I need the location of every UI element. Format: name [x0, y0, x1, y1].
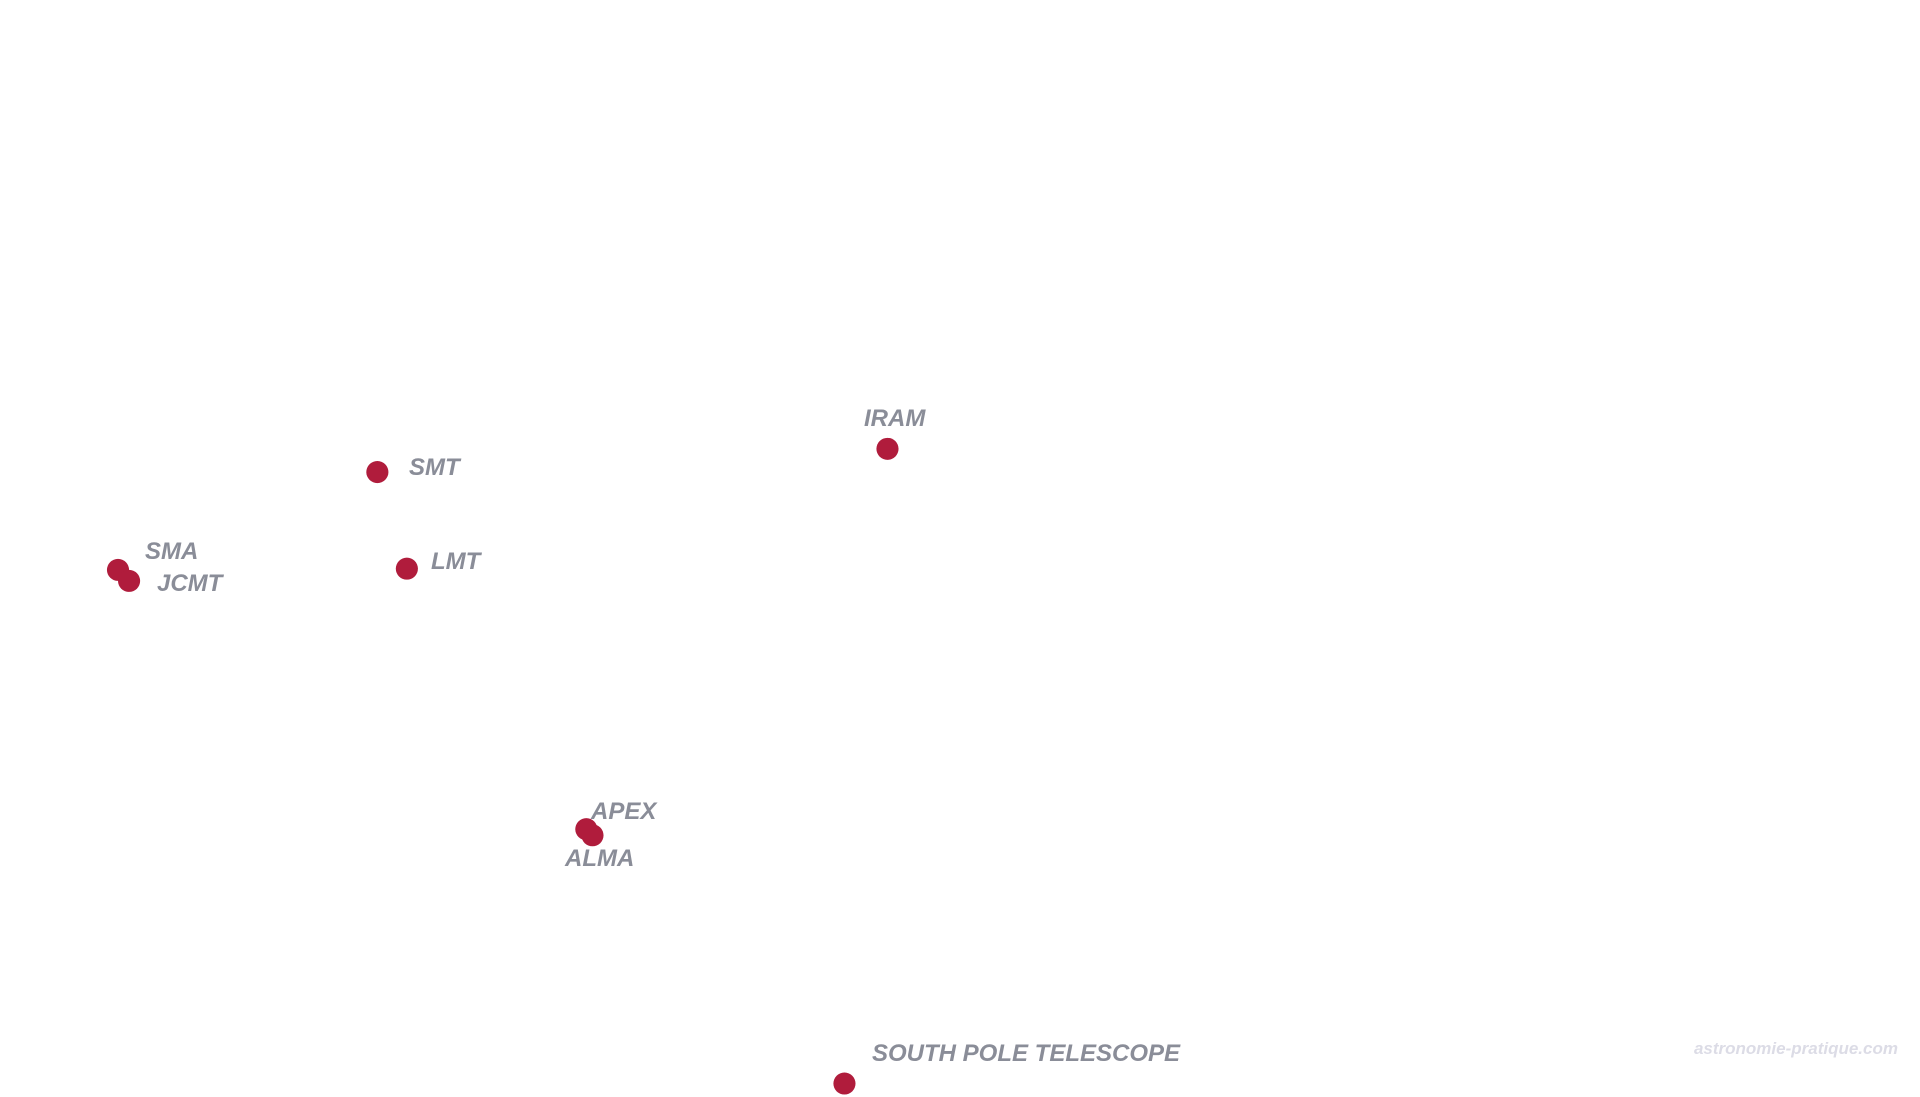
- label-lmt: LMT: [431, 548, 481, 575]
- label-jcmt: JCMT: [157, 570, 223, 597]
- marker-jcmt[interactable]: [118, 569, 141, 592]
- label-alma: ALMA: [565, 845, 635, 872]
- label-sma: SMA: [145, 538, 199, 565]
- marker-smt[interactable]: [366, 461, 389, 484]
- label-iram: IRAM: [864, 405, 926, 432]
- marker-spt[interactable]: [833, 1072, 856, 1095]
- marker-alma[interactable]: [581, 824, 604, 847]
- watermark: astronomie-pratique.com: [1693, 1039, 1898, 1058]
- marker-iram[interactable]: [876, 437, 899, 460]
- observatory-markers: [106, 437, 899, 1095]
- label-apex: APEX: [591, 798, 657, 825]
- label-spt: SOUTH POLE TELESCOPE: [872, 1040, 1181, 1067]
- label-smt: SMT: [409, 454, 460, 481]
- marker-lmt[interactable]: [395, 557, 418, 580]
